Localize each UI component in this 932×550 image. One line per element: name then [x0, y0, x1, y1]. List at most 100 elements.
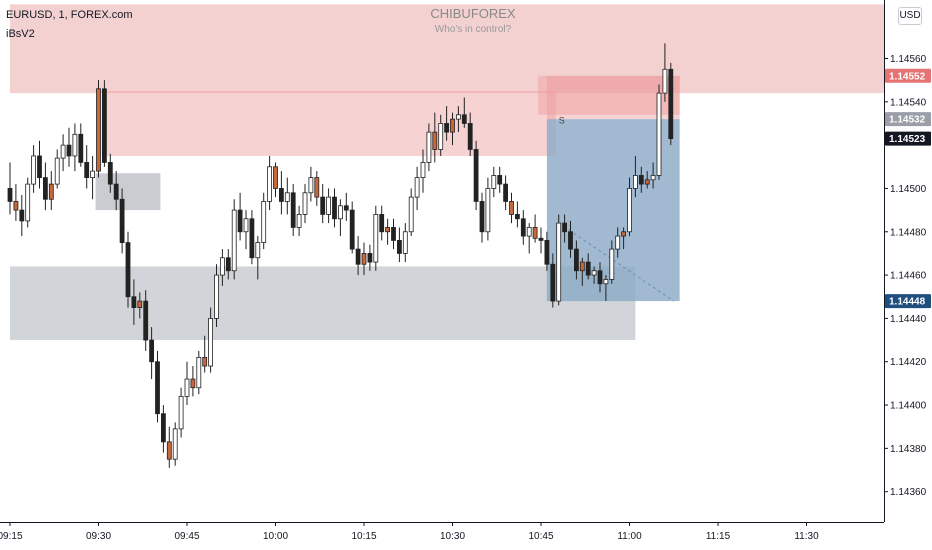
candle — [438, 114, 444, 156]
candle-body — [278, 188, 284, 202]
supply-zone — [101, 90, 556, 156]
price-badge: 1.14523 — [885, 131, 931, 146]
candle-body — [296, 214, 302, 228]
candle-body — [591, 270, 597, 276]
candle — [78, 123, 84, 167]
candle-body — [444, 123, 450, 133]
candle-body — [90, 170, 95, 179]
candle — [214, 264, 219, 328]
candle-body — [455, 114, 461, 120]
demand-zone — [95, 173, 161, 211]
candle-body — [491, 175, 497, 189]
candle — [261, 192, 267, 250]
price-tick-label: 1.14380 — [890, 444, 927, 455]
candle-body — [166, 441, 172, 460]
candle-body — [568, 231, 573, 250]
candle-body — [656, 92, 662, 176]
candle-body — [219, 257, 225, 276]
candle — [461, 97, 467, 128]
candle-body — [273, 166, 278, 189]
candle — [267, 155, 273, 211]
candle — [515, 201, 520, 228]
candle — [426, 123, 432, 172]
candle-body — [54, 157, 60, 185]
candle-body — [131, 296, 137, 308]
candle — [485, 177, 491, 241]
candle-body — [290, 192, 296, 228]
candle-body — [172, 428, 178, 460]
candle — [391, 218, 396, 250]
candle — [473, 140, 479, 211]
candle — [455, 106, 461, 133]
candle-body — [355, 248, 361, 265]
candle — [166, 426, 172, 468]
candle-body — [202, 356, 208, 367]
candle-body — [385, 227, 391, 233]
time-tick-label: 10:45 — [528, 531, 553, 542]
candle — [143, 290, 149, 351]
candle-body — [155, 361, 160, 415]
currency-button[interactable]: USD — [898, 7, 922, 25]
candle — [509, 192, 514, 224]
candle — [609, 240, 615, 284]
candle-body — [119, 198, 125, 243]
candle — [526, 223, 532, 254]
candle-body — [550, 263, 556, 302]
candle — [450, 112, 455, 146]
candle-body — [597, 270, 603, 285]
candle-body — [267, 166, 273, 202]
demand-zone — [10, 266, 636, 341]
candle — [54, 149, 60, 189]
candle-body — [125, 242, 131, 298]
candle-body — [237, 209, 243, 233]
candle-body — [420, 162, 426, 179]
candle — [420, 149, 426, 193]
candle-body — [361, 253, 367, 265]
candle — [597, 262, 603, 293]
price-badge: 1.14552 — [885, 68, 931, 83]
candle-body — [25, 183, 31, 222]
candle-body — [231, 209, 237, 272]
candle — [273, 162, 278, 198]
candle-body — [585, 261, 591, 276]
candle-body — [396, 240, 402, 254]
time-tick-label: 11:30 — [794, 531, 819, 542]
candle-body — [367, 253, 373, 263]
candle-body — [627, 188, 632, 233]
supply-zone — [538, 75, 680, 115]
candle — [402, 223, 408, 263]
candle — [149, 327, 155, 380]
candle-body — [450, 118, 455, 133]
candle — [432, 112, 438, 163]
candle-body — [497, 175, 503, 185]
candle — [119, 188, 125, 254]
time-tick-label: 11:15 — [706, 531, 731, 542]
candle-body — [349, 209, 355, 250]
candle-body — [137, 300, 143, 308]
candle — [361, 242, 367, 276]
candle-body — [343, 205, 349, 211]
candle-body — [66, 144, 72, 157]
price-badge: 1.14532 — [885, 112, 931, 127]
candle — [196, 350, 202, 395]
candle — [562, 214, 567, 243]
indicator-label[interactable]: iBsV2 — [6, 28, 35, 40]
price-badge-label: 1.14448 — [889, 297, 926, 308]
time-tick-label: 09:45 — [174, 531, 199, 542]
candle — [379, 205, 385, 241]
candle — [650, 162, 656, 189]
candle-body — [143, 300, 149, 341]
candle — [503, 175, 509, 211]
candle-body — [668, 68, 674, 140]
candle-body — [255, 242, 261, 259]
candle — [172, 422, 178, 466]
candle-body — [190, 378, 196, 389]
symbol-title[interactable]: EURUSD, 1, FOREX.com — [6, 9, 133, 21]
candle — [644, 171, 650, 189]
projection-line — [558, 222, 675, 302]
candle — [568, 220, 573, 258]
candle-body — [603, 279, 609, 285]
candle — [243, 210, 249, 250]
